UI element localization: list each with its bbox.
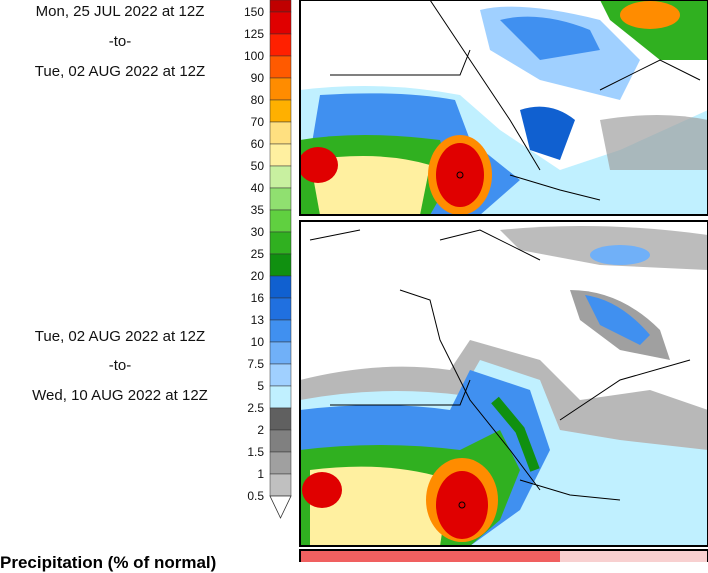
colorbar-label: 0.5 (247, 489, 264, 503)
period-to: -to- (108, 33, 132, 50)
colorbar-label: 70 (251, 115, 265, 129)
colorbar-label: 1.5 (247, 445, 264, 459)
colorbar-label: 25 (251, 247, 265, 261)
colorbar-segment (269, 99, 292, 123)
colorbar-segment (269, 165, 292, 189)
colorbar-segment (269, 209, 292, 233)
colorbar-label: 80 (251, 93, 265, 107)
colorbar-label: 5 (257, 379, 264, 393)
period-end: Tue, 02 AUG 2022 at 12Z (34, 63, 206, 80)
colorbar-label: 13 (251, 313, 265, 327)
colorbar-label: 2.5 (247, 401, 264, 415)
colorbar-segment (269, 385, 292, 409)
colorbar-label: 40 (251, 181, 265, 195)
colorbar-label: 35 (251, 203, 265, 217)
colorbar-segment (269, 429, 292, 453)
colorbar: 150 125 100 90 80 70 60 50 40 35 30 25 20 16 13 10 7.5 5 2… (244, 0, 292, 519)
colorbar-segment (269, 275, 292, 299)
colorbar-segment (269, 253, 292, 277)
map-border (299, 220, 708, 547)
map-panel (300, 0, 708, 215)
map-panel (300, 221, 708, 546)
colorbar-segment (269, 297, 292, 321)
colorbar-segment (269, 407, 292, 431)
colorbar-label: 20 (251, 269, 265, 283)
colorbar-label: 16 (251, 291, 265, 305)
colorbar-label: 30 (251, 225, 265, 239)
colorbar-triangle (269, 495, 292, 519)
colorbar-segment (269, 121, 292, 145)
map-panel (300, 550, 708, 562)
colorbar-label: 60 (251, 137, 265, 151)
colorbar-segment (269, 77, 292, 101)
colorbar-segment (269, 319, 292, 343)
period-start: Tue, 02 AUG 2022 at 12Z (34, 328, 206, 345)
colorbar-label: 1 (257, 467, 264, 481)
period-start: Mon, 25 JUL 2022 at 12Z (35, 3, 205, 20)
colorbar-label: 150 (244, 5, 264, 19)
colorbar-segment (269, 363, 292, 387)
colorbar-segment (269, 231, 292, 255)
period-to: -to- (108, 357, 132, 374)
colorbar-label: 100 (244, 49, 264, 63)
colorbar-segment (269, 11, 292, 35)
colorbar-label: 50 (251, 159, 265, 173)
colorbar-segment (269, 341, 292, 365)
colorbar-segment (269, 451, 292, 475)
colorbar-segment (269, 143, 292, 167)
colorbar-label: 7.5 (247, 357, 264, 371)
period-end: Wed, 10 AUG 2022 at 12Z (32, 387, 208, 404)
colorbar-segment (269, 55, 292, 79)
colorbar-label: 10 (251, 335, 265, 349)
map-border (299, 549, 708, 562)
colorbar-label: 90 (251, 71, 265, 85)
colorbar-label: 125 (244, 27, 264, 41)
colorbar-segment (269, 187, 292, 211)
colorbar-segment (269, 0, 292, 13)
colorbar-segment (269, 473, 292, 497)
colorbar-segment (269, 33, 292, 57)
map-border (299, 0, 708, 216)
colorbar-label: 2 (257, 423, 264, 437)
